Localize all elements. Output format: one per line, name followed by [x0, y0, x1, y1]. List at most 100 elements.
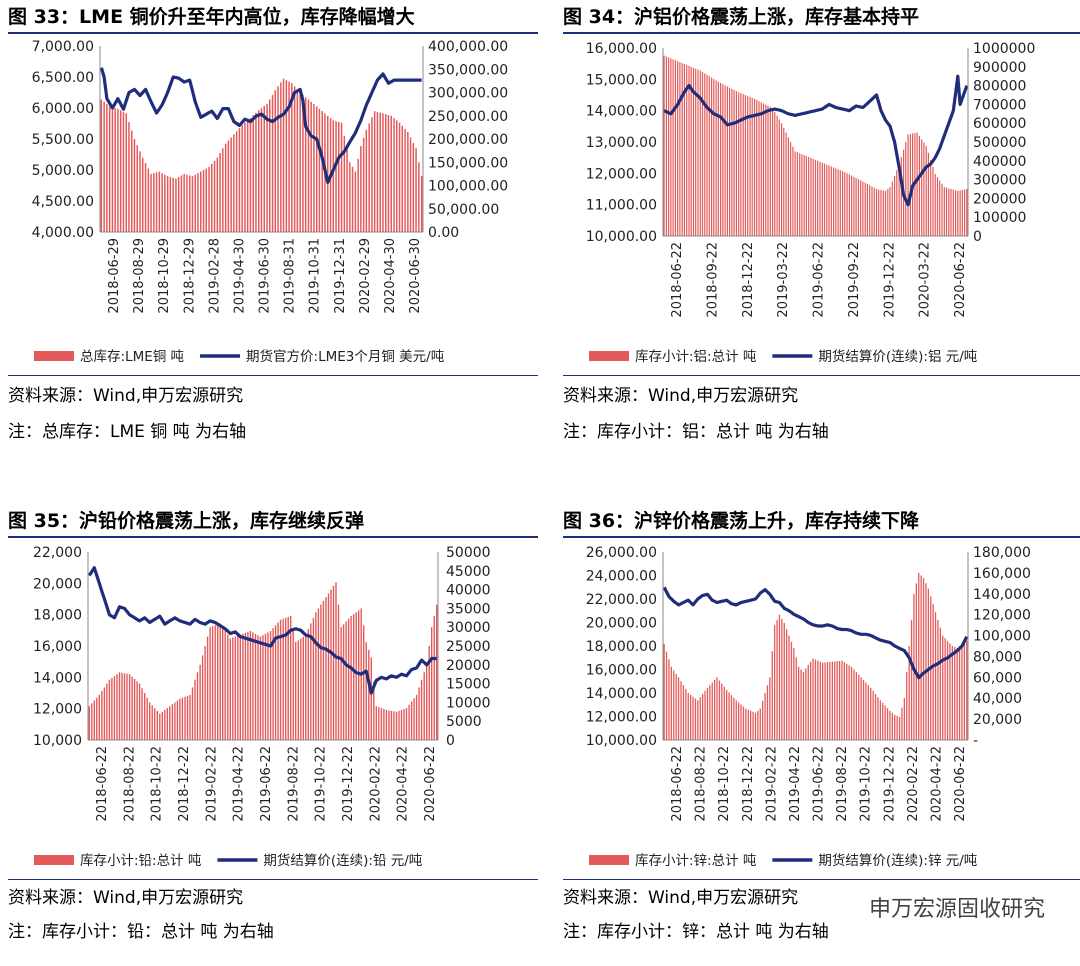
x-tick-label: 2018-12-29: [182, 238, 197, 314]
inventory-bar: [930, 159, 932, 236]
inventory-bar: [370, 657, 372, 740]
inventory-bar: [934, 612, 937, 740]
left-tick-label: 16,000.00: [586, 663, 657, 679]
inventory-bar: [726, 689, 728, 740]
inventory-bar: [877, 697, 879, 740]
inventory-bar: [166, 176, 169, 232]
inventory-bar: [403, 709, 405, 740]
x-tick-label: 2019-10-22: [314, 746, 329, 822]
inventory-bar: [790, 142, 792, 236]
inventory-bar: [161, 711, 163, 740]
inventory-bar: [936, 177, 939, 237]
inventory-bar: [922, 578, 925, 740]
inventory-bar: [814, 659, 817, 740]
x-tick-label: 2018-06-22: [670, 746, 685, 822]
inventory-bar: [831, 661, 833, 740]
x-tick-label: 2019-12-22: [882, 746, 897, 822]
legend-label-inventory: 总库存:LME铜 吨: [80, 349, 184, 365]
left-tick-label: 20,000: [33, 576, 82, 592]
x-tick-label: 2020-04-22: [929, 746, 944, 822]
inventory-bar: [133, 139, 136, 232]
inventory-bar: [125, 113, 127, 232]
inventory-bar: [834, 661, 836, 740]
inventory-bar: [415, 694, 418, 740]
chart-title: 图 36：沪锌价格震荡上升，库存持续下降: [563, 506, 1080, 538]
inventory-bar: [194, 679, 196, 740]
right-tick-label: 20000: [446, 658, 491, 674]
inventory-bar: [179, 698, 181, 740]
inventory-bar: [934, 174, 936, 236]
right-tick-label: 60,000: [973, 670, 1022, 686]
inventory-bar: [943, 187, 945, 236]
inventory-bar: [208, 166, 210, 232]
inventory-bar: [390, 115, 392, 233]
inventory-bar: [312, 617, 315, 740]
chart-title: 图 34：沪铝价格震荡上涨，库存基本持平: [563, 2, 1080, 34]
inventory-bar: [690, 694, 692, 740]
inventory-bars: [663, 572, 968, 741]
x-tick-label: 2020-06-22: [953, 746, 968, 822]
inventory-bar: [103, 101, 105, 232]
x-tick-label: 2019-04-22: [232, 746, 247, 822]
inventory-bar: [363, 625, 365, 740]
inventory-bar: [393, 118, 395, 232]
inventory-bar: [246, 120, 249, 232]
legend-swatch-bar: [34, 351, 74, 361]
inventory-bar: [415, 148, 417, 232]
x-tick-label: 2019-06-22: [259, 746, 274, 822]
inventory-bar: [395, 711, 398, 740]
inventory-bar: [234, 636, 236, 740]
inventory-bar: [164, 174, 166, 232]
right-tick-label: 250,000.00: [428, 109, 508, 125]
inventory-bar: [266, 104, 268, 232]
right-tick-label: 50,000.00: [428, 202, 499, 218]
inventory-bar: [900, 157, 902, 236]
inventory-bar: [762, 103, 765, 236]
x-tick-label: 2019-08-22: [286, 746, 301, 822]
inventory-bar: [413, 698, 415, 740]
inventory-bar: [159, 713, 161, 740]
inventory-bar: [663, 643, 665, 740]
inventory-bar: [373, 681, 375, 740]
inventory-bar: [855, 178, 857, 236]
inventory-bar: [680, 681, 682, 741]
inventory-bar: [838, 660, 841, 740]
inventory-bar: [920, 575, 922, 740]
chart-shfe-lead: 22,000 20,000 18,000 16,000 14,000 12,000 10,0…: [33, 545, 491, 869]
inventory-bar: [951, 646, 953, 740]
inventory-bar: [898, 717, 901, 740]
price-line: [99, 67, 422, 184]
x-tick-label: 2019-12-22: [341, 746, 356, 822]
inventory-bar: [144, 163, 147, 232]
inventory-bar: [149, 702, 151, 740]
inventory-bar: [697, 700, 699, 740]
inventory-bar: [398, 710, 400, 740]
inventory-bar: [956, 648, 958, 740]
inventory-bar: [357, 158, 359, 232]
x-tick-label: 2020-06-30: [408, 238, 423, 314]
inventory-bar: [944, 638, 946, 740]
right-tick-label: 45000: [446, 564, 491, 580]
legend: 库存小计:锌:总计 吨 期货结算价(连续):锌 元/吨: [589, 852, 977, 869]
inventory-bar: [230, 137, 232, 232]
inventory-bar: [896, 170, 898, 236]
right-tick-label: 0: [973, 229, 982, 245]
inventory-bar: [131, 130, 133, 232]
inventory-bar: [711, 682, 713, 740]
inventory-bar: [925, 583, 927, 740]
inventory-bar: [781, 123, 783, 236]
left-tick-label: 13,000.00: [586, 135, 657, 151]
inventory-bar: [966, 640, 968, 740]
inventory-bar: [205, 168, 207, 232]
inventory-bar: [957, 190, 959, 236]
inventory-bar: [404, 128, 406, 232]
inventory-bar: [238, 128, 241, 232]
inventory-bar: [287, 616, 289, 740]
inventory-bar: [939, 180, 941, 236]
inventory-bar: [810, 661, 812, 740]
left-tick-label: 18,000.00: [586, 639, 657, 655]
inventory-bar: [116, 674, 118, 740]
inventory-bar: [373, 111, 376, 232]
inventory-bar: [786, 629, 788, 740]
inventory-bar: [420, 679, 423, 740]
